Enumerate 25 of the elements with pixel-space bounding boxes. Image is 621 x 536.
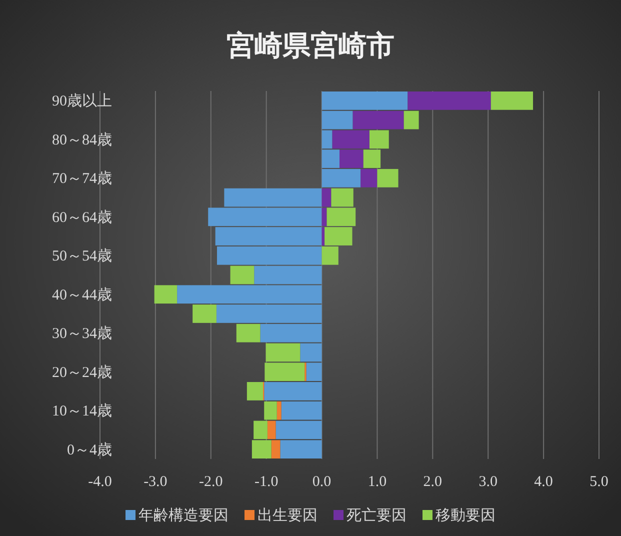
x-tick-label: 0.0 [312, 474, 332, 490]
y-tick-label: 0～4歳 [67, 441, 112, 458]
x-tick-label: 2.0 [423, 474, 442, 490]
x-tick-label: 4.0 [534, 474, 553, 490]
x-tick-label: -4.0 [88, 474, 112, 490]
y-tick-label: 70～74歳 [52, 170, 112, 188]
x-tick-label: 3.0 [478, 474, 498, 490]
y-tick-label: 60～64歳 [52, 208, 112, 226]
y-tick-label: 40～44歳 [52, 286, 112, 304]
y-tick-label: 30～34歳 [52, 325, 112, 342]
legend-label: 出生要因 [258, 506, 318, 524]
x-tick-label: -3.0 [144, 474, 168, 490]
y-tick-label: 10～14歳 [52, 402, 112, 420]
chart-title: 宮崎県宮崎市 [226, 29, 394, 62]
legend-label: 移動要因 [436, 506, 496, 524]
y-tick-label: 20～24歳 [52, 364, 112, 381]
x-tick-label: 1.0 [368, 474, 387, 490]
legend-label: 死亡要因 [346, 506, 406, 524]
x-tick-label: -1.0 [254, 474, 278, 490]
legend-label: 年齢構造要因 [138, 506, 228, 524]
y-tick-label: 50～54歳 [52, 248, 112, 265]
y-tick-label: 90歳以上 [52, 92, 112, 110]
x-tick-label: 5.0 [590, 474, 608, 490]
x-tick-label: -2.0 [199, 474, 223, 490]
y-tick-label: 80～84歳 [52, 131, 112, 148]
